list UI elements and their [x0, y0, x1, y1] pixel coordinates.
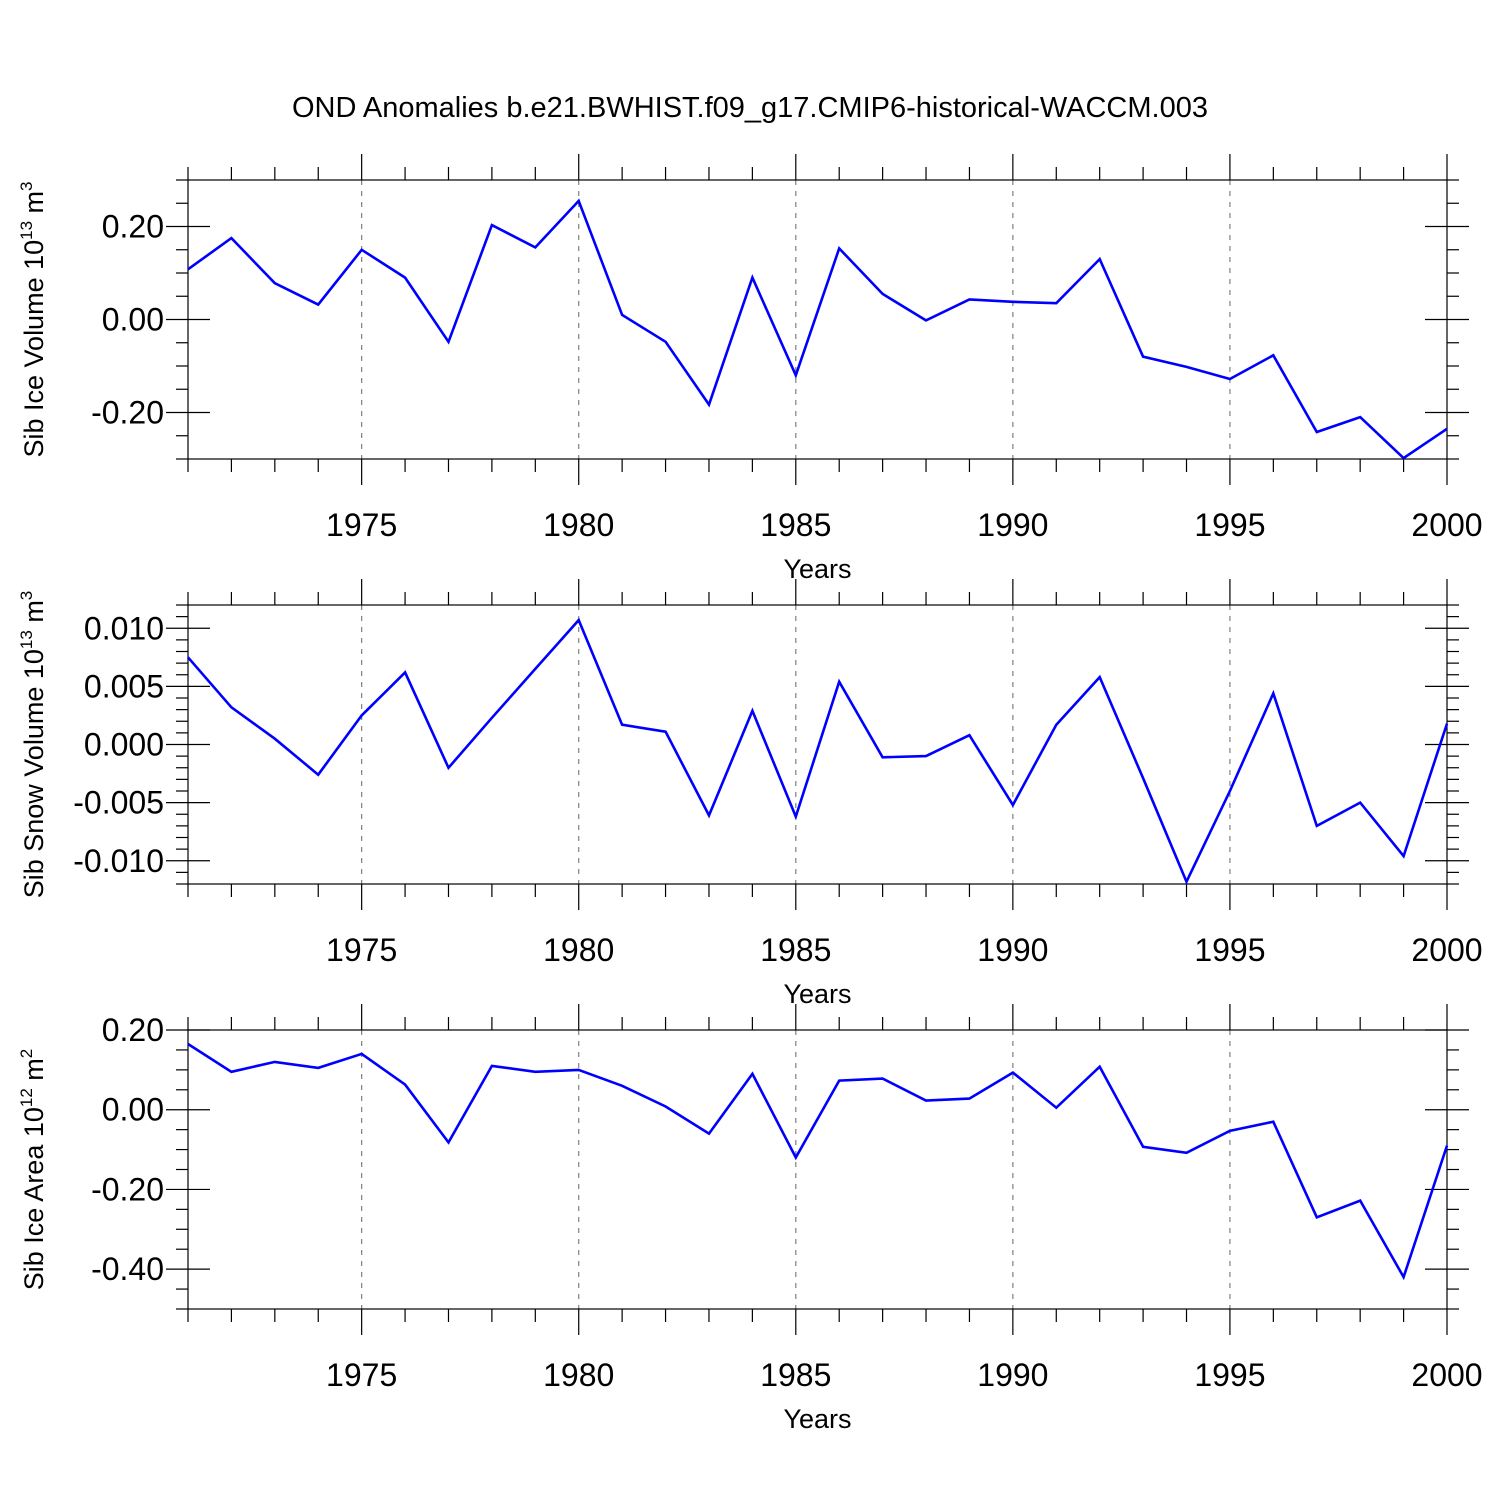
x-tick-label: 1990	[977, 1357, 1048, 1393]
x-tick-label: 1995	[1194, 507, 1265, 543]
panel-1: -0.20 0.00 0.20 1975 1980 1985 1990 1995 2000 Yea…	[17, 154, 1483, 584]
x-axis-label: Years	[783, 1404, 851, 1434]
y-axis-label: Sib Ice Area 1012 m2	[17, 1049, 49, 1291]
x-tick-label: 1975	[326, 1357, 397, 1393]
panel-3: -0.40 -0.20 0.00 0.20 1975 1980 1985 1990 1995 20…	[17, 1004, 1483, 1434]
y-tick-label: 0.00	[102, 302, 164, 338]
x-tick-label: 1990	[977, 507, 1048, 543]
plot-frame	[187, 179, 1448, 460]
y-tick-label: 0.010	[84, 610, 164, 646]
y-axis-label: Sib Snow Volume 1013 m3	[17, 591, 49, 899]
y-tick-label: 0.000	[84, 727, 164, 763]
x-tick-label: 1985	[760, 932, 831, 968]
plot-frame	[187, 604, 1448, 885]
y-tick-label: -0.40	[91, 1251, 164, 1287]
x-tick-label: 1990	[977, 932, 1048, 968]
panel-2: -0.010 -0.005 0.000 0.005 0.010 1975 1980 1985 1…	[17, 579, 1483, 1009]
x-tick-label: 1980	[543, 932, 614, 968]
x-tick-label: 1980	[543, 507, 614, 543]
x-tick-label: 1975	[326, 932, 397, 968]
y-tick-label: -0.20	[91, 1171, 164, 1207]
y-tick-label: 0.00	[102, 1092, 164, 1128]
series-line	[187, 617, 1449, 885]
plot-frame	[187, 1029, 1448, 1310]
y-tick-label: -0.20	[91, 395, 164, 431]
x-tick-label: 1980	[543, 1357, 614, 1393]
y-tick-label: -0.010	[73, 843, 164, 879]
x-tick-label: 2000	[1411, 507, 1482, 543]
x-tick-label: 2000	[1411, 932, 1482, 968]
series-line	[187, 1042, 1449, 1281]
x-axis-label: Years	[783, 554, 851, 584]
x-tick-label: 2000	[1411, 1357, 1482, 1393]
y-tick-label: 0.005	[84, 668, 164, 704]
series-line	[187, 198, 1448, 460]
x-tick-label: 1975	[326, 507, 397, 543]
figure-title: OND Anomalies b.e21.BWHIST.f09_g17.CMIP6…	[292, 92, 1208, 124]
x-tick-label: 1985	[760, 507, 831, 543]
y-tick-label: 0.20	[102, 1012, 164, 1048]
x-tick-label: 1985	[760, 1357, 831, 1393]
x-tick-label: 1995	[1194, 932, 1265, 968]
x-axis-label: Years	[783, 979, 851, 1009]
y-axis-label: Sib Ice Volume 1013 m3	[17, 181, 49, 457]
y-tick-label: 0.20	[102, 209, 164, 245]
y-tick-label: -0.005	[73, 785, 164, 821]
panels: -0.20 0.00 0.20 1975 1980 1985 1990 1995 2000 Yea…	[17, 154, 1483, 1434]
x-tick-label: 1995	[1194, 1357, 1265, 1393]
